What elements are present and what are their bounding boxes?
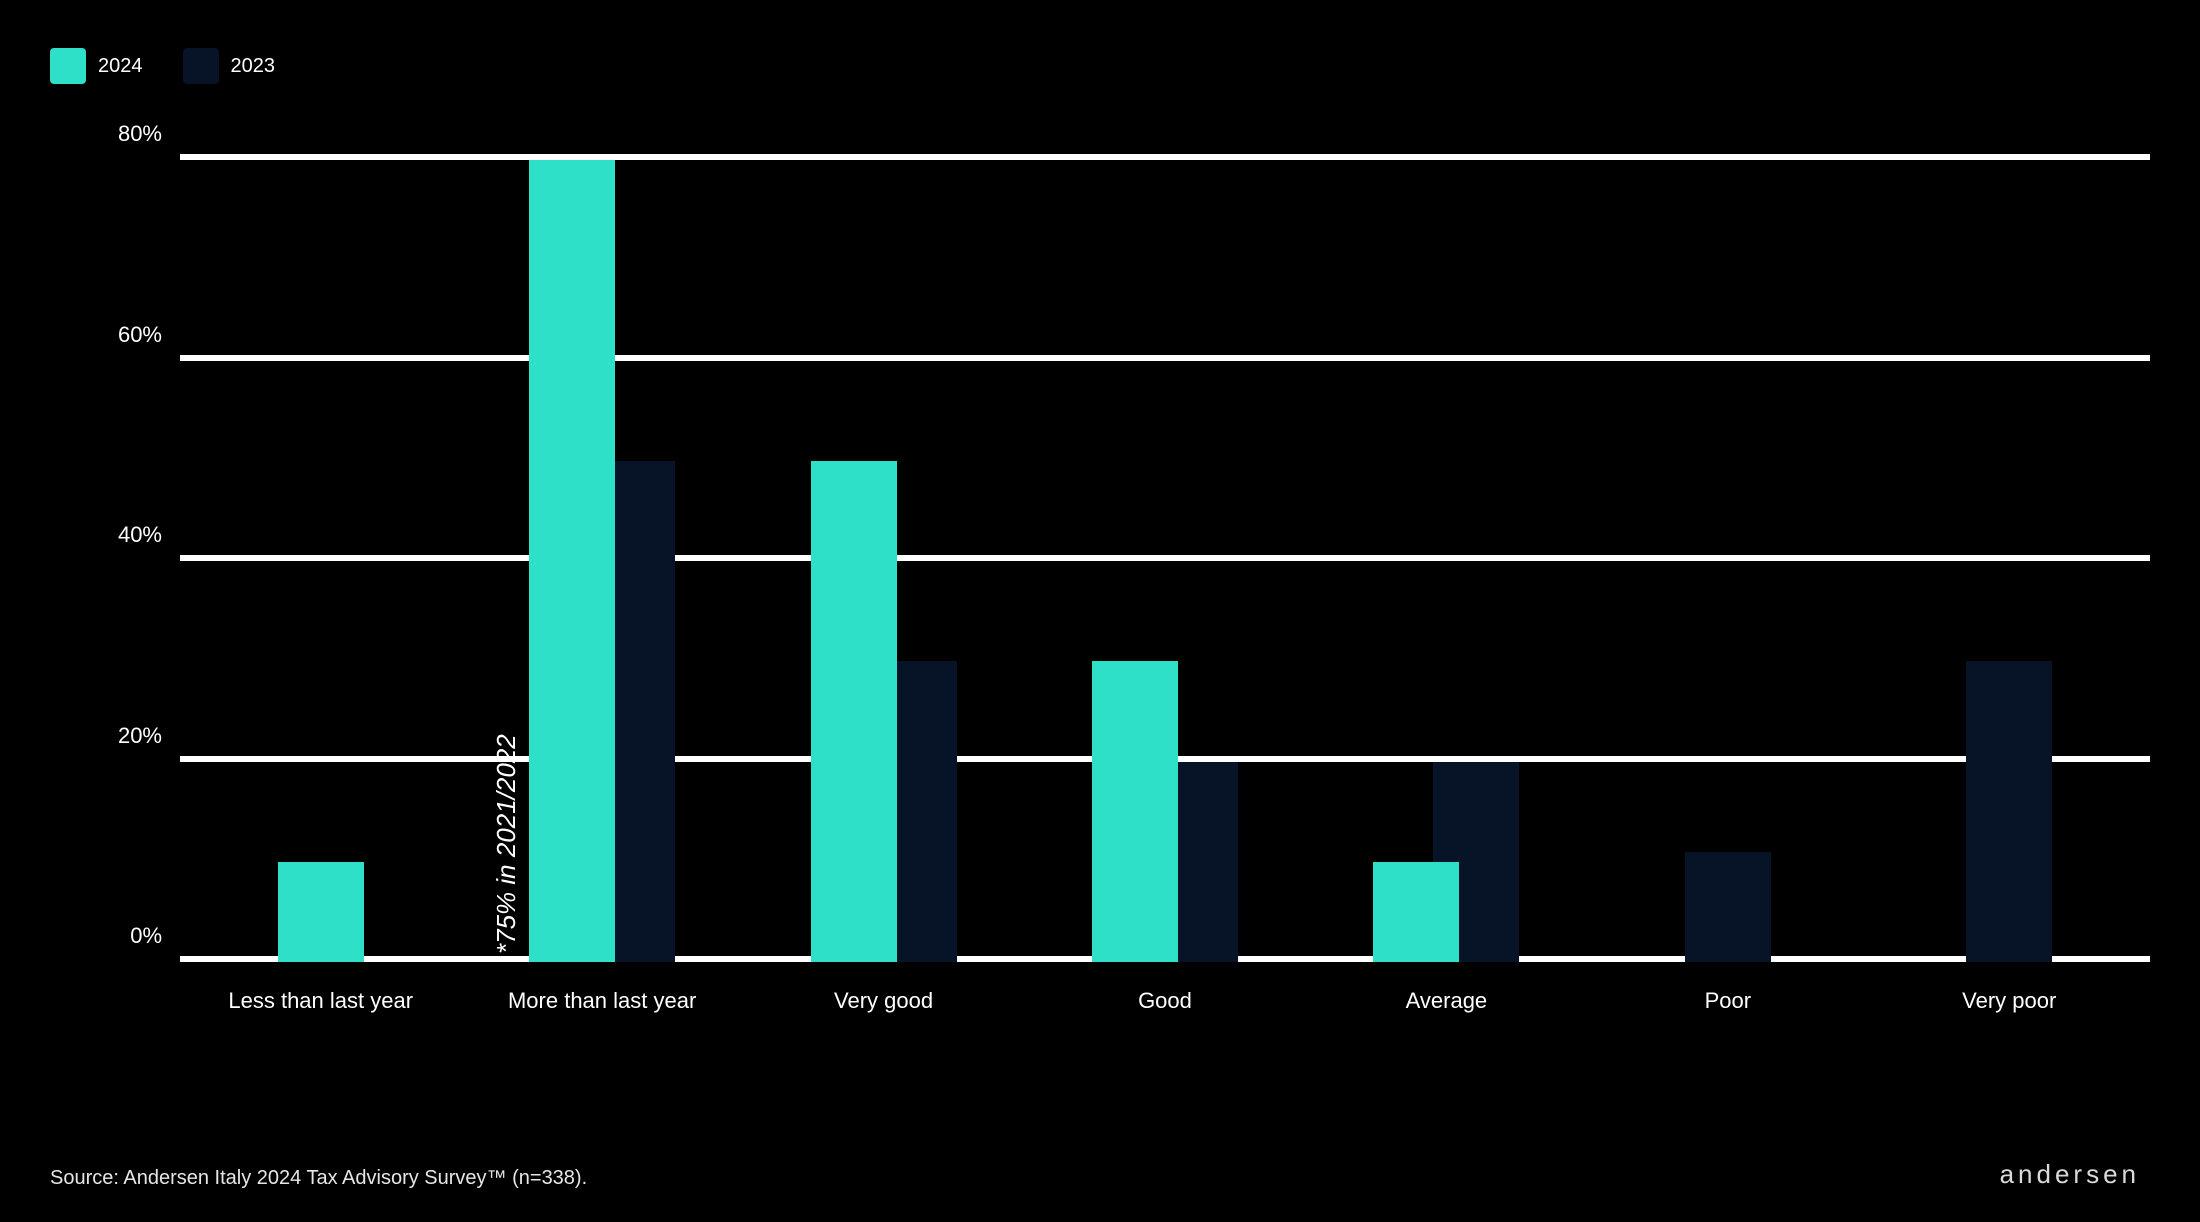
x-axis-labels: Less than last yearMore than last yearVe… [180,986,2150,1016]
bar-2024 [1373,862,1459,962]
source-text: Source: Andersen Italy 2024 Tax Advisory… [50,1167,587,1190]
bar-group [1869,160,2150,962]
bar-2024 [278,862,364,962]
legend-item: 2024 [50,48,143,84]
legend-label: 2023 [231,55,276,78]
bar-2023 [1966,661,2052,962]
y-tick-label: 80% [80,121,180,147]
x-tick-label: More than last year [461,986,742,1016]
x-tick-label: Very good [743,986,1024,1016]
bar-2024 [1092,661,1178,962]
gridline [180,154,2150,160]
x-tick-label: Good [1024,986,1305,1016]
legend: 2024 2023 [50,48,275,84]
bar-2024 [529,160,615,962]
bar-group [1306,160,1587,962]
chart-frame: 20242023 *75% in 2021/2022 0%20%40%60%80… [0,0,2200,1222]
bar-group: *75% in 2021/2022 [461,160,742,962]
y-tick-label: 0% [80,923,180,949]
legend-swatch [183,48,219,84]
legend-item: 2023 [183,48,276,84]
x-tick-label: Very poor [1869,986,2150,1016]
bar-group [743,160,1024,962]
y-tick-label: 20% [80,723,180,749]
gridline [180,355,2150,361]
x-tick-label: Poor [1587,986,1868,1016]
brand-text: andersen [2000,1159,2140,1190]
bar-annotation: *75% in 2021/2022 [491,734,522,954]
bar-group [180,160,461,962]
bar-2023 [1685,852,1771,962]
gridline [180,555,2150,561]
bar-group [1587,160,1868,962]
y-tick-label: 60% [80,322,180,348]
x-tick-label: Average [1306,986,1587,1016]
bar-group [1024,160,1305,962]
x-tick-label: Less than last year [180,986,461,1016]
y-tick-label: 40% [80,522,180,548]
bar-2024 [811,461,897,962]
legend-label: 2024 [98,55,143,78]
plot-area: *75% in 2021/2022 0%20%40%60%80% [180,160,2150,962]
legend-swatch [50,48,86,84]
